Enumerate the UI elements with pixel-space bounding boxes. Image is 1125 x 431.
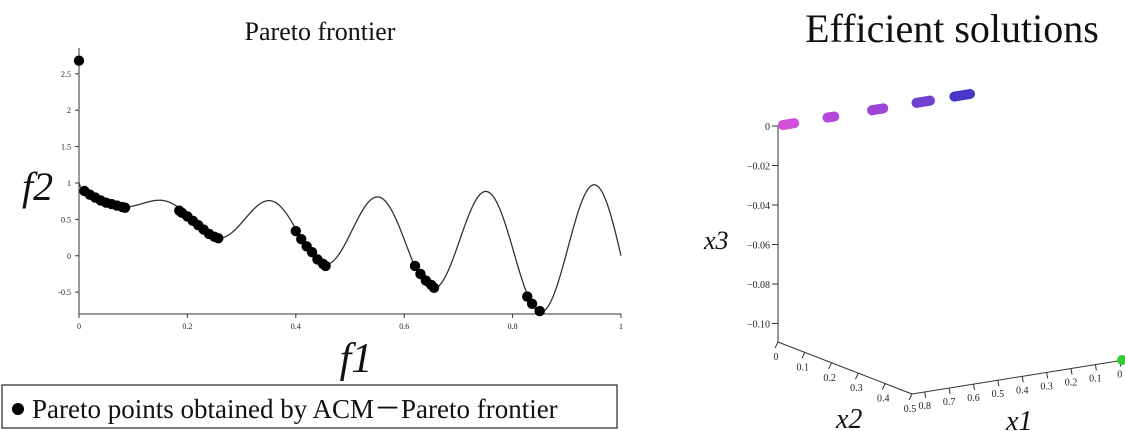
x-tick-label: 0.6 bbox=[399, 322, 409, 331]
solution-segment bbox=[949, 89, 975, 102]
x1-tick-label: 0.4 bbox=[1016, 385, 1029, 396]
pareto-point bbox=[306, 246, 318, 258]
origin-marker bbox=[1117, 355, 1125, 365]
efficient-solutions-title: Efficient solutions bbox=[805, 6, 1099, 51]
x3-tick-label: −0.08 bbox=[747, 280, 770, 291]
y-tick-label: 2 bbox=[67, 106, 71, 115]
y-tick-label: -0.5 bbox=[58, 288, 71, 297]
pareto-x-ticks: 0 0.2 0.4 0.6 0.8 1 bbox=[77, 314, 623, 331]
pareto-point bbox=[296, 233, 307, 245]
pareto-point bbox=[290, 225, 301, 237]
x2-tick-label: 0.3 bbox=[850, 383, 863, 394]
x2-tick-mark bbox=[801, 352, 806, 359]
pareto-legend-marker bbox=[12, 403, 24, 415]
x2-tick-mark bbox=[854, 372, 859, 380]
x3-tick-label: −0.10 bbox=[747, 320, 770, 331]
x2-tick-label: 0.4 bbox=[877, 394, 890, 405]
x1-tick-mark bbox=[1046, 372, 1049, 379]
x1-tick-mark bbox=[997, 380, 1000, 387]
x2-label: x2 bbox=[835, 404, 862, 431]
x-tick-label: 1 bbox=[619, 322, 623, 331]
x2-tick-mark bbox=[774, 341, 779, 349]
x1-tick-label: 0.6 bbox=[967, 393, 980, 404]
pareto-point bbox=[119, 202, 131, 213]
pareto-point bbox=[522, 291, 533, 302]
pareto-point bbox=[534, 305, 545, 317]
solution-points bbox=[777, 88, 976, 131]
x1-tick-label: 0.3 bbox=[1040, 381, 1053, 392]
y-tick-label: 1.5 bbox=[61, 143, 71, 152]
x-tick-label: 0 bbox=[77, 322, 81, 331]
x3-tick-label: 0 bbox=[765, 122, 770, 133]
x-tick-label: 0.4 bbox=[291, 322, 301, 331]
solution-segment bbox=[911, 95, 935, 108]
pareto-point bbox=[73, 55, 85, 66]
x1-tick-label: 0.8 bbox=[918, 401, 931, 412]
x-tick-label: 0.2 bbox=[182, 322, 192, 331]
x2-axis bbox=[777, 341, 913, 395]
x1-tick-mark bbox=[924, 391, 927, 399]
pareto-y-label: f2 bbox=[22, 164, 53, 209]
pareto-point bbox=[526, 298, 538, 310]
x1-tick-label: 0 bbox=[1117, 370, 1122, 381]
x2-tick-label: 0.2 bbox=[823, 373, 836, 384]
x1-tick-mark bbox=[972, 384, 975, 391]
pareto-points bbox=[73, 55, 545, 317]
x2-tick-label: 0.5 bbox=[904, 404, 917, 415]
x1-tick-mark bbox=[1021, 376, 1024, 383]
x1-tick-label: 0.1 bbox=[1089, 374, 1102, 385]
x1-tick-mark bbox=[1094, 364, 1097, 371]
x1-tick-label: 0.2 bbox=[1065, 378, 1078, 389]
x2-tick-mark bbox=[908, 393, 913, 401]
pareto-legend-label: Pareto points obtained by ACM－Pareto fro… bbox=[32, 394, 558, 424]
x2-ticks: 0 0.1 0.2 0.3 0.4 0.5 bbox=[774, 341, 917, 415]
pareto-point bbox=[213, 233, 224, 244]
x1-label: x1 bbox=[1005, 406, 1032, 431]
x1-tick-mark bbox=[948, 387, 951, 395]
x3-tick-label: −0.02 bbox=[747, 162, 770, 173]
solution-segment bbox=[778, 118, 800, 130]
y-tick-label: 0.5 bbox=[61, 215, 71, 224]
pareto-frontier-curve bbox=[78, 182, 622, 313]
x3-tick-label: −0.06 bbox=[747, 241, 770, 252]
x1-tick-label: 0.5 bbox=[992, 389, 1005, 400]
pareto-chart: Pareto frontier -0.5 0 0.5 1 1.5 2 2.5 0 0.2 0.4… bbox=[1, 17, 623, 429]
x3-label: x3 bbox=[703, 226, 729, 255]
solution-segment bbox=[822, 111, 840, 123]
pareto-point bbox=[428, 282, 440, 293]
pareto-x-label: f1 bbox=[340, 336, 373, 382]
x-tick-label: 0.8 bbox=[508, 322, 518, 331]
x3-ticks: 0 −0.02 −0.04 −0.06 −0.08 −0.10 bbox=[747, 122, 778, 331]
x2-tick-label: 0 bbox=[774, 352, 779, 363]
x1-axis bbox=[911, 359, 1125, 395]
y-tick-label: 0 bbox=[67, 252, 71, 261]
y-tick-label: 2.5 bbox=[61, 70, 71, 79]
solution-segment bbox=[867, 103, 889, 116]
pareto-chart-title: Pareto frontier bbox=[245, 17, 396, 46]
x2-tick-mark bbox=[881, 383, 886, 390]
pareto-legend-box bbox=[1, 384, 618, 429]
x2-tick-label: 0.1 bbox=[797, 362, 810, 373]
pareto-y-ticks: -0.5 0 0.5 1 1.5 2 2.5 bbox=[58, 70, 79, 297]
x1-tick-mark bbox=[1070, 368, 1073, 375]
pareto-point bbox=[409, 260, 421, 272]
x1-tick-label: 0.7 bbox=[943, 397, 956, 408]
y-tick-label: 1 bbox=[67, 179, 71, 188]
x1-ticks: 0.8 0.7 0.6 0.5 0.4 0.3 0.2 0.1 0 bbox=[918, 360, 1122, 412]
pareto-point bbox=[320, 260, 331, 272]
x3-tick-label: −0.04 bbox=[747, 201, 770, 212]
efficient-solutions-chart: Efficient solutions 0 −0.02 −0.04 −0.06 −0.0… bbox=[703, 6, 1125, 431]
x2-tick-mark bbox=[828, 362, 833, 370]
